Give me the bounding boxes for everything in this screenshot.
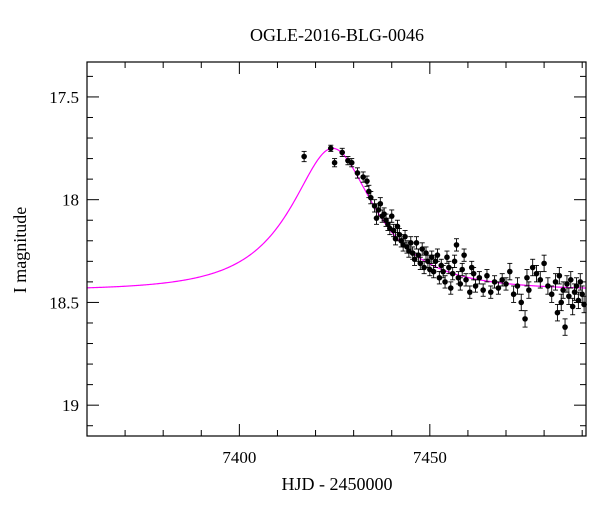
- data-point: [573, 283, 580, 289]
- y-tick-label: 17.5: [49, 88, 79, 107]
- data-point: [392, 235, 399, 242]
- data-point: [449, 270, 456, 277]
- data-point: [415, 252, 422, 258]
- data-point: [571, 289, 578, 295]
- data-point: [552, 279, 559, 285]
- data-point: [360, 174, 366, 180]
- data-point: [364, 178, 370, 184]
- data-point: [446, 264, 452, 271]
- plot-frame: [86, 61, 587, 437]
- data-point: [524, 274, 530, 281]
- data-point: [548, 291, 555, 298]
- y-tick-label: 18.5: [49, 293, 79, 312]
- data-point: [402, 233, 408, 240]
- data-point: [394, 223, 401, 230]
- data-point: [514, 283, 521, 289]
- data-point: [470, 270, 477, 277]
- y-axis-label: I magnitude: [10, 207, 30, 293]
- data-point: [440, 268, 446, 275]
- data-point: [467, 289, 473, 295]
- data-point: [371, 203, 378, 209]
- data-point: [556, 272, 563, 279]
- data-point: [545, 283, 551, 289]
- plot-area: [86, 144, 587, 336]
- data-point: [444, 254, 450, 261]
- data-point: [487, 289, 494, 295]
- chart-title: OGLE-2016-BLG-0046: [250, 25, 424, 45]
- data-point: [503, 281, 509, 287]
- x-tick-label: 7450: [413, 448, 447, 467]
- data-point: [560, 287, 566, 293]
- data-point: [507, 268, 513, 275]
- data-point: [421, 264, 427, 271]
- data-point: [423, 250, 429, 256]
- axis-ticks: [87, 62, 586, 436]
- data-point: [413, 240, 420, 246]
- data-point: [377, 200, 384, 207]
- data-point: [484, 272, 490, 279]
- data-point: [491, 279, 498, 285]
- data-point: [388, 213, 395, 219]
- data-point: [417, 260, 424, 267]
- data-point: [428, 254, 435, 261]
- data-point: [331, 159, 338, 166]
- data-point: [541, 260, 547, 267]
- y-tick-label: 18: [62, 191, 79, 210]
- data-point: [436, 274, 443, 281]
- data-point: [566, 293, 572, 300]
- data-point: [476, 274, 483, 281]
- data-point: [569, 303, 576, 310]
- data-point: [348, 159, 355, 166]
- data-point: [537, 277, 544, 283]
- data-point: [425, 258, 431, 265]
- data-point: [434, 252, 441, 258]
- data-point: [461, 252, 467, 258]
- data-point: [499, 277, 505, 283]
- data-point: [579, 291, 585, 298]
- x-axis-label: HJD - 2450000: [282, 474, 393, 494]
- data-point: [354, 170, 361, 176]
- model-curve: [86, 147, 587, 289]
- data-point: [562, 324, 568, 330]
- data-point: [463, 277, 469, 283]
- data-point: [575, 297, 582, 304]
- data-point: [447, 285, 454, 291]
- data-point: [567, 277, 574, 283]
- data-point: [451, 258, 458, 265]
- data-point: [526, 287, 532, 293]
- y-tick-label: 19: [62, 396, 79, 415]
- data-point: [554, 309, 561, 316]
- data-point: [407, 240, 414, 246]
- data-point: [373, 215, 380, 221]
- data-point: [480, 287, 486, 293]
- data-point: [472, 283, 479, 289]
- data-point: [522, 316, 528, 322]
- data-point: [411, 256, 418, 263]
- data-point: [301, 153, 307, 160]
- data-point: [459, 266, 466, 273]
- tick-labels: 7400 7450 17.5 18 18.5 19: [49, 88, 447, 467]
- x-tick-label: 7400: [222, 448, 256, 467]
- data-point: [339, 149, 346, 156]
- data-point: [495, 285, 502, 291]
- data-point: [327, 145, 334, 152]
- data-point: [529, 264, 536, 271]
- data-point: [558, 299, 565, 306]
- data-point: [457, 281, 464, 287]
- data-point: [453, 242, 460, 248]
- data-point: [510, 291, 517, 298]
- data-point: [419, 246, 426, 252]
- data-point: [430, 268, 437, 275]
- data-point: [390, 227, 397, 234]
- data-point: [533, 270, 540, 277]
- data-point: [564, 281, 570, 287]
- data-point: [442, 279, 448, 285]
- data-point: [518, 299, 525, 306]
- data-point: [367, 194, 374, 201]
